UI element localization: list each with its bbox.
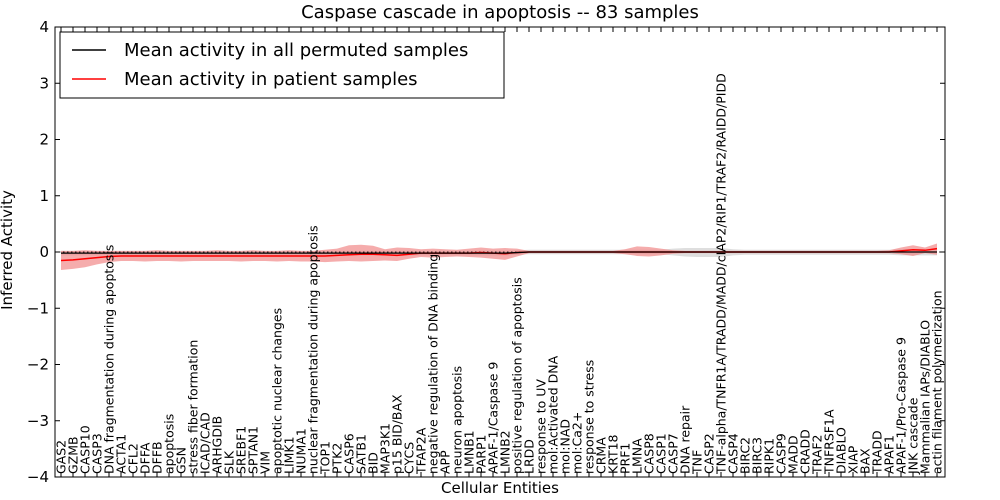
x-tick-label: CASP1 bbox=[654, 433, 669, 474]
x-axis-ticks bbox=[60, 27, 938, 477]
x-tick-label: ACTA1 bbox=[114, 434, 129, 474]
x-tick-label: mol:Ca2+ bbox=[570, 412, 585, 474]
x-tick-label: JNK cascade bbox=[906, 397, 921, 475]
x-tick-label: SPTAN1 bbox=[246, 426, 261, 474]
x-tick-label: mol:Activated DNA bbox=[546, 355, 561, 474]
x-tick-label: RIPK1 bbox=[762, 438, 777, 474]
x-tick-label: BIRC2 bbox=[738, 437, 753, 474]
x-tick-label: CYCS bbox=[402, 442, 417, 474]
x-tick-label: actin filament polymerization bbox=[930, 290, 945, 474]
line-permuted bbox=[61, 251, 937, 254]
y-tick-label: 1 bbox=[39, 187, 49, 205]
x-tick-label: CASP4 bbox=[726, 433, 741, 474]
x-tick-label: DFFA bbox=[138, 442, 153, 474]
x-tick-label: apoptosis bbox=[162, 414, 177, 474]
x-tick-label: KRT18 bbox=[606, 434, 621, 474]
x-tick-label: p15 BID/BAX bbox=[390, 394, 405, 474]
x-tick-label: CASP10 bbox=[78, 425, 93, 474]
x-tick-label: MADD bbox=[786, 435, 801, 474]
legend-label-patient: Mean activity in patient samples bbox=[124, 69, 418, 90]
x-tick-label: response to UV bbox=[534, 379, 549, 474]
y-tick-label: −2 bbox=[27, 356, 49, 374]
x-tick-label: CASP3 bbox=[90, 433, 105, 474]
x-tick-label: TRAF2 bbox=[810, 434, 825, 475]
y-tick-label: 2 bbox=[39, 131, 49, 149]
x-tick-label: response to stress bbox=[582, 360, 597, 474]
x-tick-label: CRADD bbox=[798, 429, 813, 474]
x-tick-label: ARHGDIB bbox=[210, 416, 225, 474]
x-tick-label: NUMA1 bbox=[294, 428, 309, 474]
x-tick-label: Mammalian IAPs/DIABLO bbox=[918, 320, 933, 474]
y-axis-ticks: −4 −3 −2 −1 0 1 2 3 4 bbox=[27, 18, 945, 486]
x-tick-label: negative regulation of DNA binding bbox=[426, 254, 441, 474]
x-tick-label: stress fiber formation bbox=[186, 340, 201, 474]
x-tick-label: LMNB2 bbox=[498, 430, 513, 474]
y-tick-label: 0 bbox=[39, 243, 49, 261]
x-tick-label: VIM bbox=[258, 451, 273, 474]
legend-label-permuted: Mean activity in all permuted samples bbox=[124, 40, 468, 61]
x-tick-label: APAF1 bbox=[882, 435, 897, 474]
x-tick-label: BIRC3 bbox=[750, 437, 765, 474]
series-lines bbox=[55, 247, 945, 262]
x-tick-label: CASP9 bbox=[774, 433, 789, 474]
y-axis-label: Inferred Activity bbox=[0, 190, 16, 310]
x-tick-label: CASP2 bbox=[702, 433, 717, 474]
y-tick-label: −3 bbox=[27, 412, 49, 430]
x-tick-label: mol:NAD bbox=[558, 419, 573, 474]
x-tick-label: CRMA bbox=[594, 437, 609, 474]
x-tick-label: APP bbox=[438, 450, 453, 474]
x-tick-label: TOP1 bbox=[318, 441, 333, 475]
x-tick-label: positive regulation of apoptosis bbox=[510, 277, 525, 474]
x-tick-label: apoptotic nuclear changes bbox=[270, 308, 285, 474]
legend-box bbox=[59, 31, 505, 99]
x-tick-label: TFAP2A bbox=[414, 427, 429, 475]
x-tick-label: SATB1 bbox=[354, 434, 369, 474]
x-tick-label: TNFRSF1A bbox=[822, 409, 837, 475]
x-tick-label: TNF-alpha/TNFR1A/TRADD/MADD/cIAP2/RIP1/T… bbox=[714, 73, 729, 475]
x-tick-label: APAF-1/Pro-Caspase 9 bbox=[894, 337, 909, 474]
x-tick-label: GAS2 bbox=[54, 440, 69, 474]
x-tick-label: nuclear fragmentation during apoptosis bbox=[306, 225, 321, 474]
x-tick-label: DNA repair bbox=[678, 405, 693, 474]
x-tick-label: CFL2 bbox=[126, 443, 141, 474]
x-tick-label: APAF-1/Caspase 9 bbox=[486, 362, 501, 474]
x-tick-label: PRF1 bbox=[618, 443, 633, 474]
y-tick-label: 4 bbox=[39, 18, 49, 36]
plot-frame bbox=[54, 26, 946, 478]
x-tick-label: MAP3K1 bbox=[378, 423, 393, 474]
x-tick-label: LMNB1 bbox=[462, 430, 477, 474]
x-tick-label: LIMK1 bbox=[282, 436, 297, 474]
x-tick-label: GSN bbox=[174, 447, 189, 474]
x-tick-label: DIABLO bbox=[834, 427, 849, 474]
x-tick-label: neuron apoptosis bbox=[450, 366, 465, 474]
x-tick-label: TNF bbox=[690, 450, 705, 475]
x-tick-label: ICAD/CAD bbox=[198, 412, 213, 474]
x-tick-label: CASP6 bbox=[342, 433, 357, 474]
x-tick-label: CASP7 bbox=[666, 433, 681, 474]
x-tick-label: LRDD bbox=[522, 439, 537, 474]
x-tick-label: CASP8 bbox=[642, 433, 657, 474]
x-axis-label: Cellular Entities bbox=[441, 479, 559, 497]
x-tick-label: SREBF1 bbox=[234, 426, 249, 474]
band-patient bbox=[61, 243, 937, 270]
x-tick-label: DNA fragmentation during apoptosis bbox=[102, 245, 117, 474]
chart-title: Caspase cascade in apoptosis -- 83 sampl… bbox=[301, 2, 699, 23]
x-tick-label: LMNA bbox=[630, 438, 645, 474]
x-tick-label: TRADD bbox=[870, 430, 885, 475]
y-tick-label: −4 bbox=[27, 468, 49, 486]
x-tick-label: BAX bbox=[858, 448, 873, 474]
x-tick-label: XIAP bbox=[846, 445, 861, 474]
confidence-bands bbox=[61, 243, 937, 270]
x-tick-label: PARP1 bbox=[474, 435, 489, 474]
x-tick-label: BID bbox=[366, 452, 381, 474]
y-tick-label: −1 bbox=[27, 299, 49, 317]
y-tick-label: 3 bbox=[39, 74, 49, 92]
legend: Mean activity in all permuted samples Me… bbox=[59, 31, 505, 99]
x-tick-label: PTK2 bbox=[330, 443, 345, 474]
x-tick-label: DFFB bbox=[150, 441, 165, 474]
x-tick-label: SLK bbox=[222, 450, 237, 474]
x-tick-label: GZMB bbox=[66, 436, 81, 474]
